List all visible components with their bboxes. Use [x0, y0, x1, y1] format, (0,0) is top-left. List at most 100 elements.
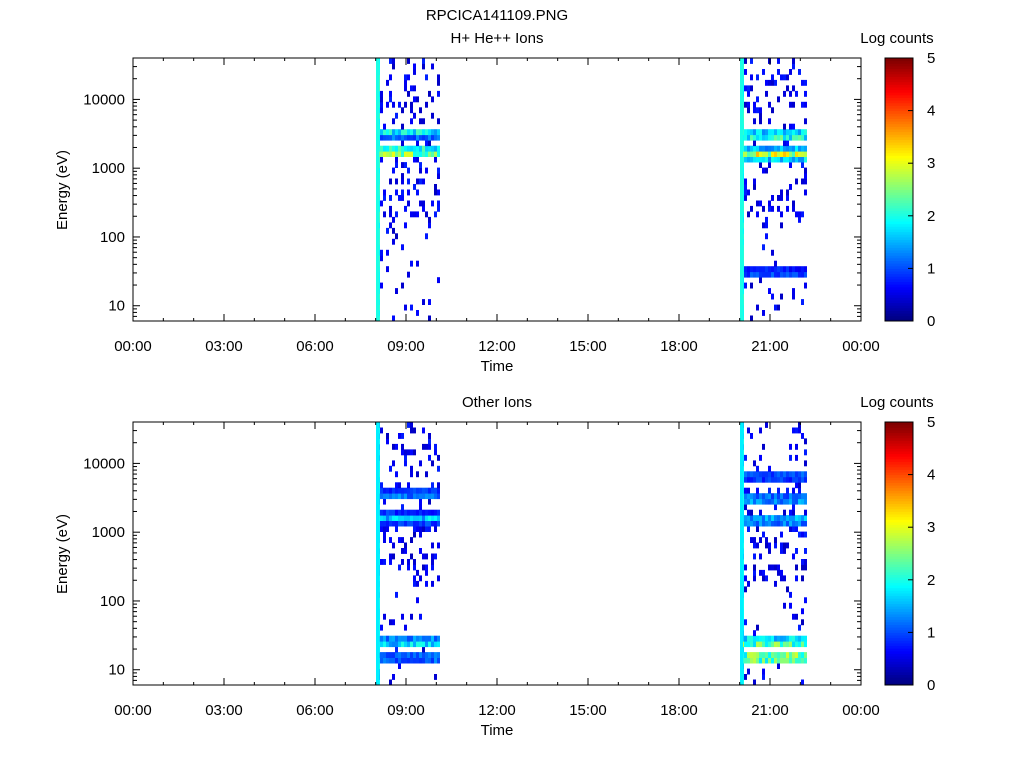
colorbar-swatch — [885, 495, 913, 499]
colorbar-frame — [884, 57, 914, 322]
spectrogram-cell — [750, 282, 753, 289]
spectrogram-cell — [434, 635, 437, 642]
spectrogram-cell — [744, 266, 747, 273]
colorbar-swatch — [885, 94, 913, 98]
spectrogram-cell — [750, 156, 753, 163]
spectrogram-cell — [401, 189, 404, 196]
colorbar-swatch — [885, 307, 913, 311]
spectrogram-cell — [759, 118, 762, 125]
spectrogram-cell — [401, 449, 404, 456]
spectrogram-cell — [768, 515, 771, 521]
spectrogram-cell — [413, 641, 416, 648]
spectrogram-cell — [768, 487, 771, 494]
spectrogram-cell — [756, 266, 759, 273]
spectrogram-cell — [425, 151, 428, 157]
spectrogram-cell — [792, 123, 795, 130]
spectrogram-cell — [771, 107, 774, 114]
spectrogram-cell — [801, 559, 804, 565]
colorbar-swatch — [885, 550, 913, 554]
spectrogram-cell — [774, 145, 777, 152]
spectrogram-cell — [747, 476, 750, 483]
spectrogram-cell — [428, 509, 431, 516]
spectrogram-cell — [404, 515, 407, 521]
spectrogram-cell — [404, 304, 407, 311]
spectrogram-cell — [777, 205, 780, 212]
spectrogram-cell — [380, 255, 383, 262]
spectrogram-cell — [434, 493, 437, 500]
x-tick-label: 18:00 — [660, 338, 698, 355]
spectrogram-cell — [780, 641, 783, 648]
spectrogram-cell — [413, 449, 416, 456]
spectrogram-cell — [792, 288, 795, 294]
spectrogram-cell — [413, 96, 416, 103]
spectrogram-cell — [407, 145, 410, 152]
spectrogram-cell — [392, 145, 395, 152]
spectrogram-cell — [747, 657, 750, 664]
spectrogram-cell — [768, 266, 771, 273]
spectrogram-cell — [756, 476, 759, 483]
spectrogram-cell — [780, 293, 783, 300]
colorbar-swatch — [885, 186, 913, 190]
spectrogram-cell — [747, 487, 750, 494]
spectrogram-cell — [801, 531, 804, 538]
spectrogram-cell — [804, 79, 807, 86]
spectrogram-cell — [413, 63, 416, 70]
spectrogram-cell — [786, 515, 789, 521]
spectrogram-cell — [401, 123, 404, 130]
spectrogram-cell — [801, 679, 804, 686]
spectrogram-cell — [398, 564, 401, 571]
spectrogram-cell — [392, 167, 395, 174]
spectrogram-cell — [395, 145, 398, 152]
spectrogram-cell — [401, 504, 404, 511]
spectrogram-cell — [407, 178, 410, 185]
colorbar-tick-label: 3 — [927, 519, 935, 536]
spectrogram-cell — [398, 520, 401, 527]
spectrogram-cell — [395, 151, 398, 157]
spectrogram-cell — [425, 564, 428, 571]
colorbar-swatch — [885, 545, 913, 549]
spectrogram-cell — [753, 140, 756, 147]
colorbar-tick-label: 2 — [927, 572, 935, 589]
spectrogram-cell — [786, 266, 789, 273]
spectrogram-cell — [789, 266, 792, 273]
spectrogram-cell — [801, 211, 804, 218]
spectrogram-cell — [413, 85, 416, 92]
spectrogram-cell — [410, 635, 413, 642]
spectrogram-cell — [765, 515, 768, 521]
x-tick-label: 21:00 — [751, 702, 789, 719]
spectrogram-cell — [389, 493, 392, 500]
spectrogram-cell — [419, 526, 422, 532]
colorbar-swatch — [885, 318, 913, 322]
spectrogram-cell — [425, 526, 428, 532]
spectrogram-cell — [425, 652, 428, 658]
spectrogram-cell — [398, 635, 401, 642]
spectrogram-cell — [801, 498, 804, 505]
spectrogram-cell — [804, 449, 807, 456]
x-tick-label: 03:00 — [205, 338, 243, 355]
spectrogram-cell — [398, 134, 401, 141]
onset-spike — [740, 422, 743, 685]
colorbar-swatch — [885, 223, 913, 227]
spectrogram-cell — [750, 537, 753, 543]
spectrogram-cell — [804, 178, 807, 185]
colorbar-swatch — [885, 263, 913, 267]
spectrogram-cell — [407, 652, 410, 658]
spectrogram-cell — [410, 260, 413, 267]
spectrogram-cell — [774, 156, 777, 163]
spectrogram-cell — [777, 476, 780, 483]
spectrogram-cell — [765, 471, 768, 478]
spectrogram-cell — [756, 515, 759, 521]
colorbar-swatch — [885, 184, 913, 188]
spectrogram-cell — [747, 580, 750, 587]
colorbar-swatch — [885, 105, 913, 109]
colorbar-swatch — [885, 564, 913, 568]
spectrogram-cell — [777, 151, 780, 157]
spectrogram-cell — [428, 151, 431, 157]
spectrogram-cell — [389, 553, 392, 560]
spectrogram-cell — [410, 465, 413, 472]
colorbar-swatch — [885, 537, 913, 541]
spectrogram-cell — [410, 509, 413, 516]
spectrogram-cell — [786, 129, 789, 136]
spectrogram-cell — [416, 635, 419, 642]
spectrogram-cell — [404, 454, 407, 461]
